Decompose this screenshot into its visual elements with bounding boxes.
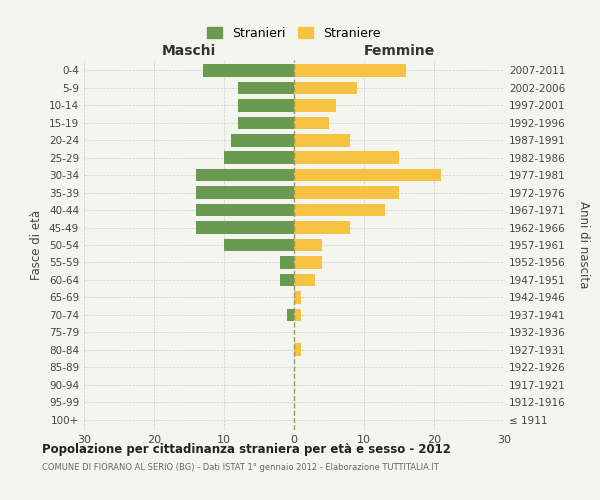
Bar [294,134,350,146]
Text: COMUNE DI FIORANO AL SERIO (BG) - Dati ISTAT 1° gennaio 2012 - Elaborazione TUTT: COMUNE DI FIORANO AL SERIO (BG) - Dati I… [42,462,439,471]
Bar [294,256,322,268]
Bar [294,222,350,234]
Bar [294,82,357,94]
Bar [294,238,322,252]
Y-axis label: Fasce di età: Fasce di età [31,210,43,280]
Text: Femmine: Femmine [364,44,434,59]
Bar [196,169,294,181]
Bar [294,116,329,129]
Bar [238,99,294,112]
Bar [280,256,294,268]
Bar [280,274,294,286]
Bar [294,64,406,77]
Bar [203,64,294,77]
Bar [294,169,441,181]
Bar [238,116,294,129]
Bar [294,186,399,199]
Bar [196,186,294,199]
Text: Maschi: Maschi [162,44,216,59]
Bar [196,204,294,216]
Bar [294,204,385,216]
Text: Popolazione per cittadinanza straniera per età e sesso - 2012: Popolazione per cittadinanza straniera p… [42,442,451,456]
Bar [294,344,301,356]
Bar [294,291,301,304]
Bar [294,99,336,112]
Legend: Stranieri, Straniere: Stranieri, Straniere [202,22,386,45]
Y-axis label: Anni di nascita: Anni di nascita [577,202,590,288]
Bar [238,82,294,94]
Bar [287,308,294,321]
Bar [224,152,294,164]
Bar [231,134,294,146]
Bar [196,222,294,234]
Bar [294,274,315,286]
Bar [224,238,294,252]
Bar [294,152,399,164]
Bar [294,308,301,321]
